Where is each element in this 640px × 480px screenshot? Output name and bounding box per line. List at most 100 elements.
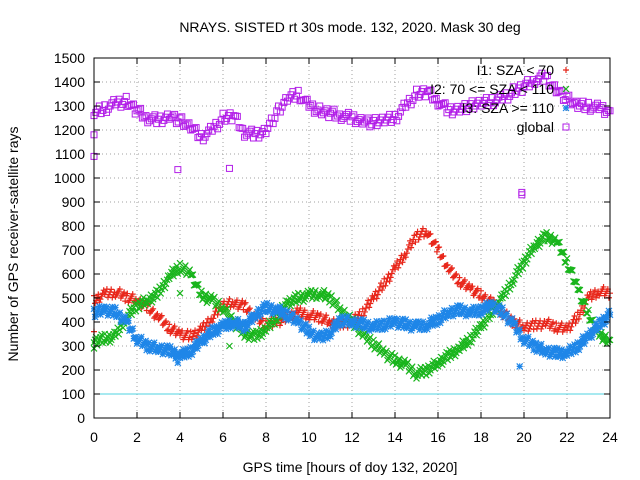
series-3-point xyxy=(466,311,474,319)
series-3-point xyxy=(161,346,169,354)
x-tick-label: 14 xyxy=(387,429,403,445)
series-3-point xyxy=(392,317,400,325)
series-1-point xyxy=(157,313,164,320)
series-1-point xyxy=(376,283,383,290)
series-2-point xyxy=(162,280,170,288)
series-4-point xyxy=(595,106,603,114)
series-4-point xyxy=(156,112,164,120)
series-3-point xyxy=(441,307,448,314)
series-3-point xyxy=(477,302,485,310)
series-3-point xyxy=(248,318,256,326)
series-1-point xyxy=(246,305,253,312)
series-1-point xyxy=(326,317,333,324)
series-4-point xyxy=(110,96,118,104)
series-3-point xyxy=(339,321,347,329)
y-tick-label: 1000 xyxy=(54,170,85,186)
series-4-point xyxy=(266,119,274,127)
series-3-point xyxy=(145,339,153,347)
series-3-point xyxy=(107,305,115,313)
series-3-point xyxy=(330,322,338,330)
series-2-point xyxy=(401,356,409,364)
series-1-point xyxy=(454,280,461,287)
series-1-point xyxy=(161,319,168,326)
series-1-point xyxy=(366,304,373,311)
series-3-point xyxy=(147,345,155,353)
series-4-point xyxy=(208,127,216,135)
series-2-point xyxy=(433,358,441,366)
series-4-point xyxy=(576,102,584,110)
series-3-point xyxy=(272,303,280,311)
series-2-point xyxy=(528,250,535,258)
series-3-point xyxy=(106,307,114,315)
series-1-point xyxy=(392,266,398,273)
series-2-point xyxy=(563,254,571,262)
series-2-point xyxy=(395,355,403,363)
series-3-point xyxy=(467,308,475,316)
series-3-point xyxy=(381,325,389,333)
series-3-point xyxy=(403,324,411,332)
series-3-point xyxy=(574,338,582,346)
series-3-point xyxy=(484,307,491,315)
x-tick-label: 20 xyxy=(516,429,532,445)
series-3-point xyxy=(448,304,456,312)
series-1-point xyxy=(461,277,468,283)
series-1-point xyxy=(385,271,392,278)
series-4-point xyxy=(115,95,123,103)
series-4-point xyxy=(316,102,324,110)
series-2-point xyxy=(523,255,531,263)
series-1-point xyxy=(375,287,382,294)
series-3-point xyxy=(157,344,165,352)
series-3-point xyxy=(348,322,356,330)
series-3-point xyxy=(353,322,361,330)
series-1-point xyxy=(576,311,583,318)
series-3-point xyxy=(256,313,263,321)
series-4-point xyxy=(552,89,560,97)
series-3-point xyxy=(375,323,383,331)
series-4-point xyxy=(198,130,205,138)
series-4-point xyxy=(190,124,198,132)
series-2-point xyxy=(547,231,555,239)
x-tick-label: 18 xyxy=(473,429,489,445)
y-tick-label: 800 xyxy=(62,218,86,234)
series-3-point xyxy=(480,305,488,312)
series-2-point xyxy=(202,290,210,298)
series-1-point xyxy=(571,313,578,319)
series-4-point xyxy=(574,104,582,112)
axis-ticks: 0100200300400500600700800900100011001200… xyxy=(54,50,618,445)
series-4-point xyxy=(276,108,284,116)
series-2-point xyxy=(215,297,223,305)
series-2-point xyxy=(444,356,452,364)
series-1-point xyxy=(444,261,451,268)
series-3-point xyxy=(446,309,454,317)
legend: I1: SZA < 70 I2: 70 <= SZA < 110 I3: SZA >… xyxy=(430,62,570,135)
series-2-point xyxy=(186,266,194,274)
series-4-point xyxy=(249,134,257,142)
series-3-point xyxy=(414,320,421,328)
series-3-point xyxy=(203,332,211,340)
series-3-point xyxy=(92,310,100,318)
series-1-point xyxy=(538,325,545,332)
series-4-point xyxy=(395,112,403,120)
series-4-point xyxy=(602,108,610,116)
series-3-point xyxy=(158,342,166,349)
x-tick-label: 4 xyxy=(176,429,184,445)
series-3-point xyxy=(544,346,552,354)
legend-label: I3: SZA >= 110 xyxy=(462,100,555,116)
series-4-point xyxy=(321,107,329,115)
series-3-point xyxy=(176,354,184,362)
series-1-point xyxy=(478,287,484,294)
series-3-point xyxy=(121,312,129,320)
series-3-point xyxy=(443,311,451,319)
series-3-point xyxy=(224,319,232,327)
series-2-point xyxy=(163,276,171,284)
series-3-point xyxy=(220,320,228,328)
series-3-point xyxy=(552,347,560,355)
y-tick-label: 0 xyxy=(77,410,85,426)
series-4-point xyxy=(586,107,594,115)
series-3-point xyxy=(198,338,205,346)
series-3-point xyxy=(529,337,537,345)
series-3-point xyxy=(570,344,577,352)
series-3-point xyxy=(144,341,152,349)
series-3-point xyxy=(442,314,449,322)
x-tick-label: 0 xyxy=(90,429,98,445)
